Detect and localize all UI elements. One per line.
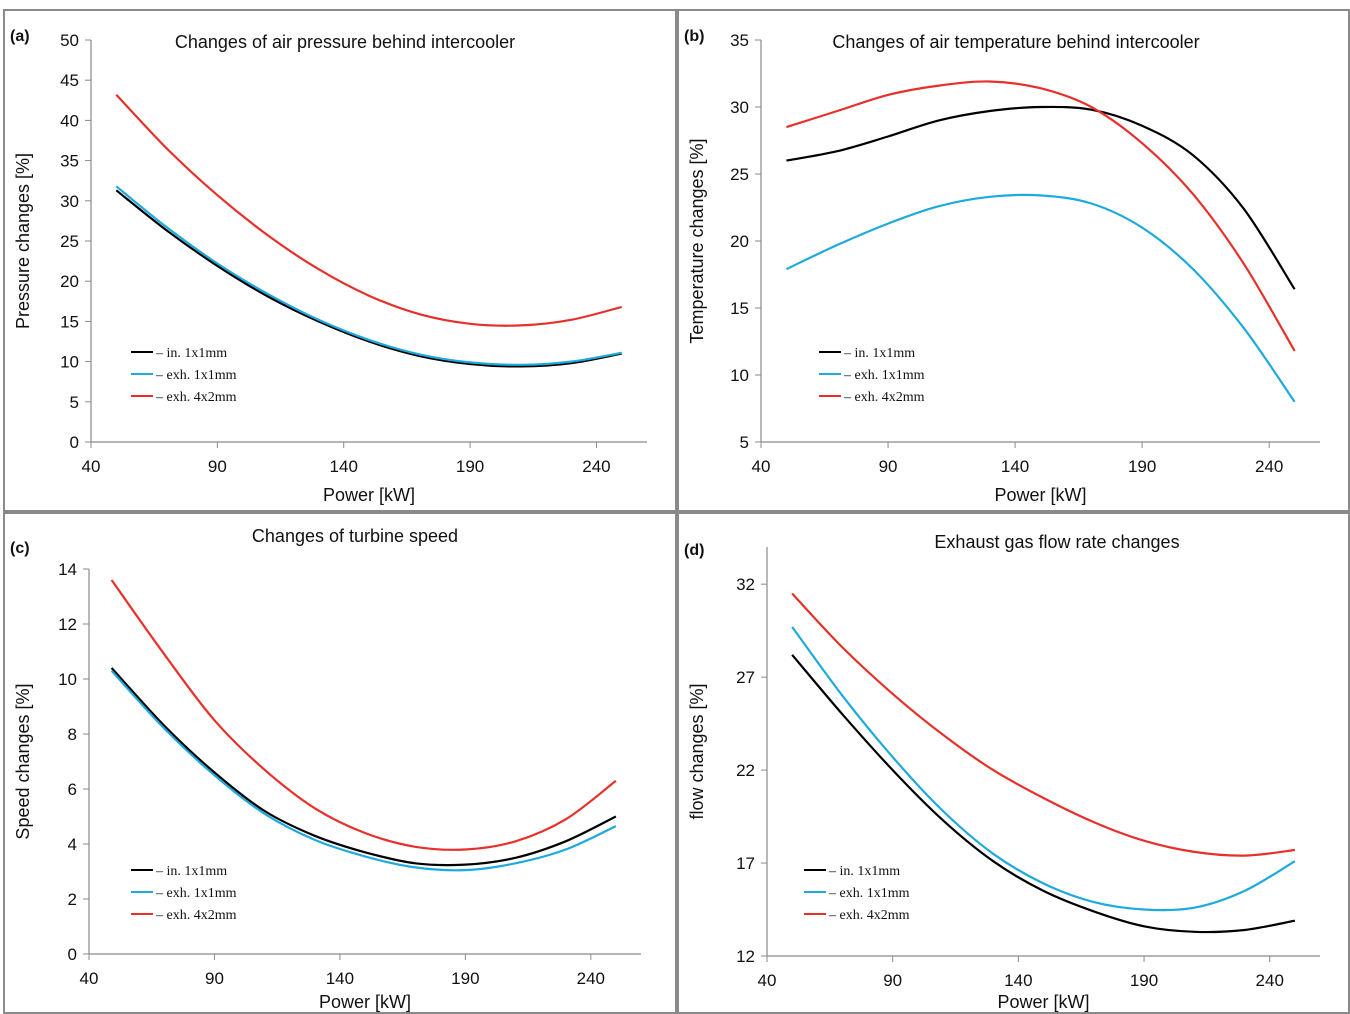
y-tick-label: 45 (60, 71, 79, 90)
y-tick-label: 30 (60, 192, 79, 211)
x-tick-label: 140 (330, 457, 358, 476)
chart-title: Changes of air pressure behind intercool… (175, 32, 515, 52)
y-tick-label: 40 (60, 111, 79, 130)
legend: – in. 1x1mm – exh. 1x1mm – exh. 4x2mm (131, 864, 237, 923)
y-tick-label: 50 (60, 31, 79, 50)
panel-label: (a) (10, 28, 30, 45)
y-axis-label: Pressure changes [%] (13, 153, 33, 329)
y-tick-label: 20 (60, 272, 79, 291)
chart-svg-c: 0 2 4 6 8 10 12 14 40 90 140 190 240 (c) Changes of tu… (5, 514, 675, 1012)
legend-label: – in. 1x1mm (155, 346, 227, 361)
y-tick-label: 4 (68, 835, 77, 854)
x-tick-label: 90 (879, 457, 898, 476)
legend: – in. 1x1mm – exh. 1x1mm – exh. 4x2mm (819, 346, 925, 405)
y-tick-label: 25 (730, 165, 749, 184)
y-tick-label: 27 (736, 668, 755, 687)
chart-panel-a: 0 5 10 15 20 25 30 35 40 45 50 40 90 140 190 240 (a) Chan… (3, 9, 677, 512)
y-tick-label: 6 (68, 780, 77, 799)
legend-label: – exh. 4x2mm (828, 908, 910, 923)
x-axis-label: Power [kW] (323, 485, 415, 505)
x-tick-label: 190 (451, 969, 479, 988)
y-tick-label: 5 (70, 393, 79, 412)
x-tick-label: 240 (577, 969, 605, 988)
y-tick-label: 20 (730, 232, 749, 251)
x-tick-label: 90 (208, 457, 227, 476)
y-tick-label: 0 (68, 945, 77, 964)
x-tick-label: 190 (1130, 971, 1158, 990)
legend-label: – in. 1x1mm (828, 864, 900, 879)
series-line-1 (786, 107, 1294, 289)
x-tick-label: 90 (205, 969, 224, 988)
x-tick-label: 140 (1004, 971, 1032, 990)
chart-title: Changes of air temperature behind interc… (832, 32, 1199, 52)
y-axis-label: Speed changes [%] (13, 683, 33, 839)
chart-svg-d: 12 17 22 27 32 40 90 140 190 240 (d) Exhaust gas fl… (679, 514, 1348, 1012)
legend: – in. 1x1mm – exh. 1x1mm – exh. 4x2mm (804, 864, 910, 923)
y-tick-label: 10 (730, 366, 749, 385)
chart-svg-b: 5 10 15 20 25 30 35 40 90 140 190 240 (b) Changes of … (679, 11, 1348, 510)
y-tick-label: 12 (736, 947, 755, 966)
x-tick-label: 240 (582, 457, 610, 476)
y-axis-label: flow changes [%] (687, 683, 707, 819)
y-tick-label: 8 (68, 725, 77, 744)
legend-label: – exh. 4x2mm (155, 390, 237, 405)
x-tick-label: 90 (883, 971, 902, 990)
y-tick-label: 15 (60, 312, 79, 331)
x-tick-label: 190 (1128, 457, 1156, 476)
panel-label: (c) (10, 540, 30, 557)
legend-label: – exh. 1x1mm (843, 368, 925, 383)
series-line-3 (786, 81, 1294, 350)
chart-title: Exhaust gas flow rate changes (934, 532, 1179, 552)
legend-label: – exh. 4x2mm (155, 908, 237, 923)
x-tick-label: 40 (80, 969, 99, 988)
y-tick-label: 10 (60, 353, 79, 372)
legend: – in. 1x1mm – exh. 1x1mm – exh. 4x2mm (131, 346, 237, 405)
y-tick-label: 17 (736, 854, 755, 873)
legend-label: – exh. 1x1mm (155, 368, 237, 383)
x-axis-label: Power [kW] (997, 992, 1089, 1012)
chart-panel-d: 12 17 22 27 32 40 90 140 190 240 (d) Exhaust gas fl… (677, 512, 1350, 1014)
y-tick-label: 25 (60, 232, 79, 251)
y-tick-label: 5 (740, 433, 749, 452)
chart-panel-b: 5 10 15 20 25 30 35 40 90 140 190 240 (b) Changes of … (677, 9, 1350, 512)
y-axis-label: Temperature changes [%] (687, 138, 707, 343)
y-tick-label: 14 (58, 560, 77, 579)
x-tick-label: 40 (82, 457, 101, 476)
panel-label: (d) (684, 542, 704, 559)
series-line-3 (792, 594, 1295, 856)
y-tick-label: 30 (730, 98, 749, 117)
legend-label: – exh. 1x1mm (828, 886, 910, 901)
x-tick-label: 240 (1256, 971, 1284, 990)
series-line-3 (116, 95, 621, 326)
legend-label: – in. 1x1mm (155, 864, 227, 879)
x-tick-label: 240 (1255, 457, 1283, 476)
y-tick-label: 35 (730, 31, 749, 50)
series-line-2 (112, 671, 616, 871)
y-tick-label: 35 (60, 152, 79, 171)
x-tick-label: 140 (1001, 457, 1029, 476)
x-axis-label: Power [kW] (319, 992, 411, 1012)
y-tick-label: 10 (58, 670, 77, 689)
chart-svg-a: 0 5 10 15 20 25 30 35 40 45 50 40 90 140 190 240 (a) Chan… (5, 11, 675, 510)
x-axis-label: Power [kW] (994, 485, 1086, 505)
legend-label: – in. 1x1mm (843, 346, 915, 361)
legend-label: – exh. 1x1mm (155, 886, 237, 901)
chart-title: Changes of turbine speed (252, 526, 458, 546)
y-tick-label: 32 (736, 575, 755, 594)
series-line-2 (116, 186, 621, 365)
legend-label: – exh. 4x2mm (843, 390, 925, 405)
y-tick-label: 15 (730, 299, 749, 318)
series-line-1 (112, 668, 616, 865)
x-tick-label: 40 (758, 971, 777, 990)
chart-panel-c: 0 2 4 6 8 10 12 14 40 90 140 190 240 (c) Changes of tu… (3, 512, 677, 1014)
y-tick-label: 12 (58, 615, 77, 634)
y-tick-label: 2 (68, 890, 77, 909)
y-tick-label: 22 (736, 761, 755, 780)
x-tick-label: 140 (326, 969, 354, 988)
panel-label: (b) (684, 28, 704, 45)
series-line-3 (112, 580, 616, 850)
y-tick-label: 0 (70, 433, 79, 452)
x-tick-label: 40 (752, 457, 771, 476)
x-tick-label: 190 (456, 457, 484, 476)
